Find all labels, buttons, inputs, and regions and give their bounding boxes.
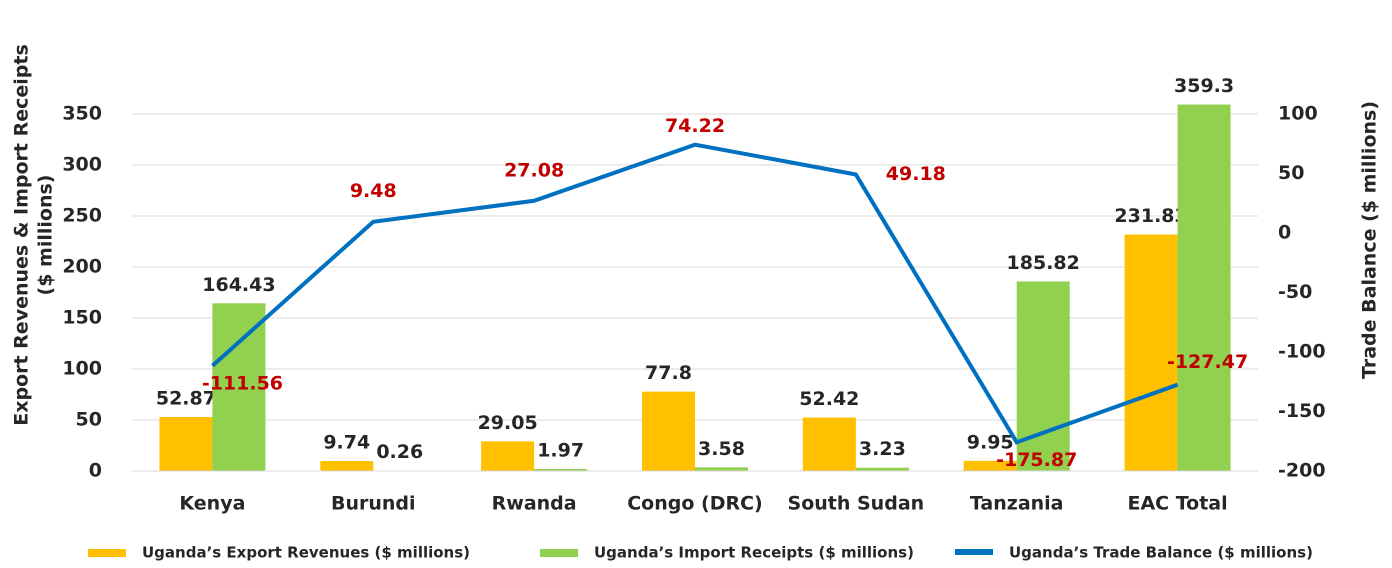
line — [211, 142, 1179, 445]
data-label: -127.47 — [1167, 351, 1248, 373]
data-label: 231.83 — [1114, 205, 1187, 227]
y2-tick-label: -100 — [1278, 341, 1326, 363]
y2-tick-label: 0 — [1278, 222, 1291, 244]
bar — [481, 441, 535, 471]
bar — [534, 468, 588, 471]
data-label: 359.3 — [1174, 75, 1234, 97]
bar — [1124, 234, 1178, 471]
x-tick-label: Congo (DRC) — [627, 493, 763, 515]
bar — [695, 467, 748, 471]
bar — [159, 417, 213, 471]
y-tick-label: 200 — [62, 256, 102, 278]
x-tick-label: Tanzania — [970, 493, 1064, 515]
x-tick-label: Burundi — [331, 493, 416, 515]
y-axis-label: ($ millions) — [35, 175, 57, 296]
y-tick-label: 0 — [89, 460, 102, 482]
bar — [1177, 104, 1231, 471]
data-label: 3.58 — [698, 438, 745, 460]
x-tick-label: Rwanda — [492, 493, 577, 515]
y-axis-label: Export Revenues & Import Receipts — [11, 44, 33, 426]
data-label: 74.22 — [665, 115, 725, 137]
data-label: 0.26 — [376, 441, 423, 463]
y-tick-label: 150 — [62, 307, 102, 329]
legend-label: Uganda’s Import Receipts ($ millions) — [594, 544, 914, 562]
data-label: 77.8 — [645, 362, 692, 384]
y-tick-label: 250 — [62, 205, 102, 227]
y-tick-label: 350 — [62, 103, 102, 125]
y2-tick-label: -50 — [1278, 281, 1312, 303]
bar — [963, 460, 1017, 471]
data-label: 52.87 — [156, 388, 216, 410]
data-label: 1.97 — [537, 439, 584, 461]
data-label: 9.95 — [967, 431, 1014, 453]
data-label: 3.23 — [859, 438, 906, 460]
bar — [1016, 281, 1070, 471]
y2-tick-label: -150 — [1278, 400, 1326, 422]
legend-swatch — [955, 549, 993, 555]
data-label: 9.48 — [350, 180, 397, 202]
data-label: 49.18 — [886, 163, 946, 185]
data-label: 9.74 — [323, 432, 370, 454]
x-tick-label: Kenya — [179, 493, 245, 515]
data-label: 29.05 — [478, 412, 538, 434]
bar — [855, 467, 909, 471]
data-label: -111.56 — [202, 372, 283, 394]
y2-tick-label: 50 — [1278, 162, 1304, 184]
data-label: -175.87 — [996, 449, 1077, 471]
y-tick-label: 100 — [62, 358, 102, 380]
data-label: 27.08 — [504, 159, 564, 181]
y2-axis-label: Trade Balance ($ millions) — [1359, 101, 1381, 379]
y2-tick-label: 100 — [1278, 103, 1318, 125]
y2-tick-label: -200 — [1278, 460, 1326, 482]
legend-swatch — [540, 549, 578, 557]
x-tick-label: EAC Total — [1127, 493, 1227, 515]
data-label: 52.42 — [799, 388, 859, 410]
data-label: 164.43 — [202, 274, 275, 296]
x-tick-label: South Sudan — [788, 493, 925, 515]
y-tick-label: 300 — [62, 154, 102, 176]
bar — [320, 461, 374, 471]
y-tick-label: 50 — [76, 409, 102, 431]
legend-label: Uganda’s Trade Balance ($ millions) — [1009, 544, 1313, 562]
legend-label: Uganda’s Export Revenues ($ millions) — [142, 544, 470, 562]
legend-swatch — [88, 549, 126, 557]
bar — [212, 303, 266, 471]
bar — [802, 417, 856, 471]
bar — [642, 391, 695, 471]
data-label: 185.82 — [1007, 252, 1080, 274]
